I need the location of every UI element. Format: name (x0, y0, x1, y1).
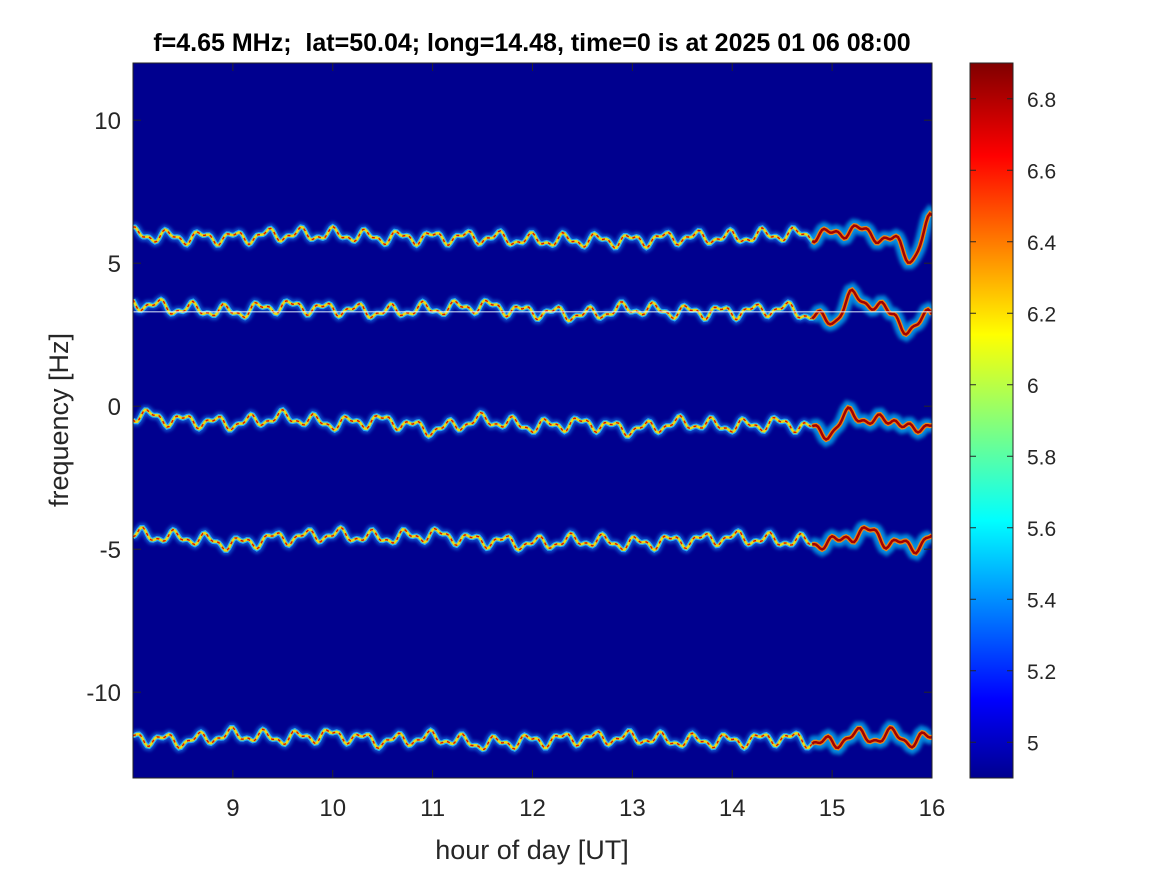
trace-late-core (811, 288, 932, 336)
colorbar-tick-label: 5.6 (1027, 518, 1056, 541)
x-axis-ticks: 9 10 11 12 13 14 15 16 (226, 63, 945, 822)
x-tick-label: 13 (619, 795, 646, 822)
y-tick-label: 5 (108, 251, 121, 278)
heatmap-trace (133, 719, 932, 756)
heatmap-trace (133, 281, 932, 343)
heatmap-trace (133, 203, 932, 270)
colorbar-tick-label: 5 (1027, 732, 1039, 755)
y-axis-ticks: 10 5 0 -5 -10 (86, 108, 932, 707)
y-axis-label: frequency [Hz] (44, 333, 74, 507)
colorbar-tick-label: 6.6 (1027, 160, 1056, 183)
colorbar-tick-label: 5.8 (1027, 446, 1056, 469)
trace-late-core (811, 726, 932, 750)
chart-title: f=4.65 MHz; lat=50.04; long=14.48, time=… (153, 29, 910, 57)
x-tick-label: 15 (819, 795, 846, 822)
x-tick-label: 9 (226, 795, 239, 822)
colorbar (969, 62, 1014, 779)
y-tick-label: -5 (100, 537, 121, 564)
heatmap-traces (133, 203, 932, 756)
x-tick-label: 11 (420, 795, 445, 822)
x-tick-label: 10 (319, 795, 346, 822)
colorbar-tick-label: 6.4 (1027, 232, 1057, 255)
x-tick-label: 14 (719, 795, 746, 822)
colorbar-tick-label: 5.2 (1027, 661, 1056, 684)
trace-late-core (811, 212, 932, 264)
x-tick-label: 12 (519, 795, 546, 822)
trace-core (133, 289, 932, 336)
trace-core (133, 406, 932, 441)
trace-mid (133, 211, 932, 264)
colorbar-tick-label: 5.4 (1027, 589, 1057, 612)
colorbar-tick-label: 6 (1027, 375, 1039, 398)
colorbar-ticks: 6.8 6.6 6.4 6.2 6 5.8 5.6 5.4 5.2 5 (970, 89, 1057, 755)
y-tick-label: 10 (94, 108, 121, 135)
y-tick-label: 0 (108, 394, 121, 421)
x-axis-label: hour of day [UT] (435, 835, 629, 865)
heatmap-trace (133, 399, 932, 448)
trace-core (133, 526, 932, 555)
trace-late-core (811, 406, 932, 441)
y-tick-label: -10 (86, 680, 121, 707)
heatmap-trace (133, 519, 932, 562)
trace-core (133, 726, 932, 751)
colorbar-tick-label: 6.8 (1027, 89, 1056, 112)
x-tick-label: 16 (919, 795, 946, 822)
trace-late-core (812, 526, 932, 555)
colorbar-tick-label: 6.2 (1027, 303, 1056, 326)
